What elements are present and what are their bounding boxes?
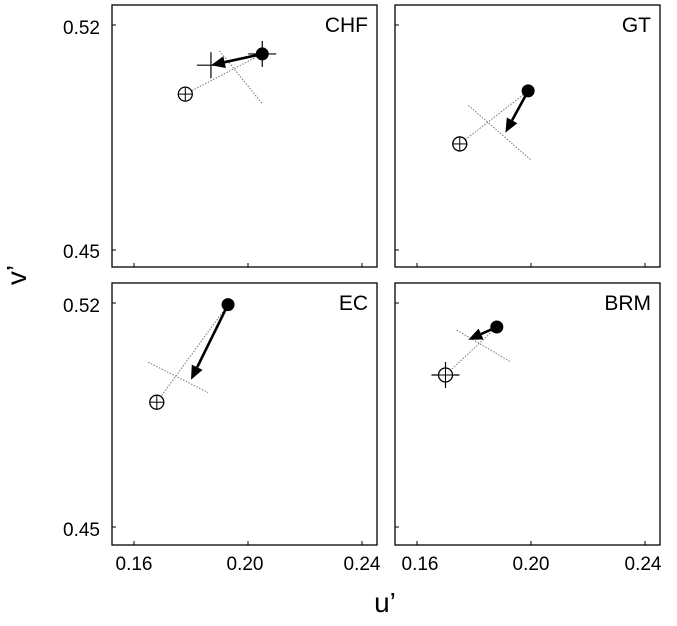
filled-point <box>221 298 235 312</box>
y-tick-label-bottom-max: 0.52 <box>63 296 100 317</box>
y-tick-labels: 0.52 0.45 0.52 0.45 <box>63 18 100 541</box>
panel-frame <box>394 4 661 268</box>
filled-point <box>490 320 504 334</box>
x-tick-label-left-2: 0.20 <box>227 554 264 575</box>
panel-title: EC <box>339 292 368 315</box>
panel-gt: GT <box>394 4 661 268</box>
y-tick-label-top-min: 0.45 <box>63 242 100 263</box>
panel-title: BRM <box>604 292 651 315</box>
panel-title: GT <box>622 14 651 37</box>
x-tick-label-left-1: 0.16 <box>116 554 153 575</box>
perpendicular-line <box>219 50 263 105</box>
filled-point <box>255 47 269 61</box>
connector-line <box>185 53 263 95</box>
panel-title: CHF <box>325 14 368 37</box>
x-tick-label-right-1: 0.16 <box>402 554 439 575</box>
arrow-head <box>210 56 226 68</box>
arrow-shaft <box>196 304 230 368</box>
x-tick-label-right-2: 0.20 <box>513 554 550 575</box>
perpendicular-line <box>148 361 209 394</box>
arrow-head <box>505 117 518 133</box>
x-axis-title: u’ <box>374 587 396 618</box>
panel-chf: CHF <box>111 4 378 268</box>
panel-frame <box>111 282 378 546</box>
y-tick-label-bottom-min: 0.45 <box>63 520 100 541</box>
connector-line <box>445 326 498 376</box>
x-tick-label-left-3: 0.24 <box>344 554 381 575</box>
filled-point <box>521 84 535 98</box>
y-axis-title: v’ <box>1 265 32 285</box>
panels: CHF GT EC BRM <box>111 4 661 546</box>
panel-brm: BRM <box>394 282 661 546</box>
y-tick-label-top-max: 0.52 <box>63 18 100 39</box>
x-tick-label-right-3: 0.24 <box>625 554 662 575</box>
panel-ec: EC <box>111 282 378 546</box>
perpendicular-line <box>467 104 532 161</box>
arrow-head <box>468 328 484 340</box>
panel-frame <box>111 4 378 268</box>
connector-line <box>156 304 229 403</box>
perpendicular-line <box>456 329 512 363</box>
x-tick-labels: 0.16 0.20 0.24 0.16 0.20 0.24 <box>116 554 662 575</box>
arrow-head <box>191 364 203 380</box>
panel-frame <box>394 282 661 546</box>
connector-line <box>459 90 529 145</box>
